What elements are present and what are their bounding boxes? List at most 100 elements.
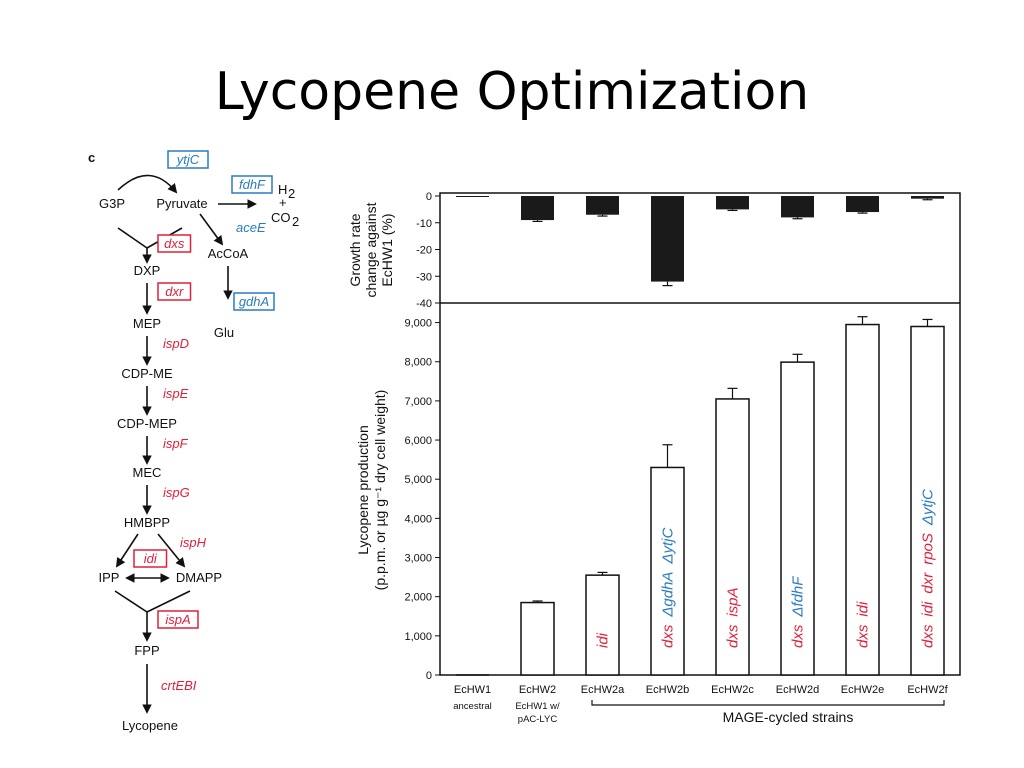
node-g3p: G3P xyxy=(99,196,125,211)
gene-ispe: ispE xyxy=(163,386,189,401)
node-cdp-mep: CDP-MEP xyxy=(117,416,177,431)
node-dmapp: DMAPP xyxy=(176,570,222,585)
gene-ispa: ispA xyxy=(165,612,190,627)
lycopene-bar xyxy=(845,323,880,676)
category-label: EcHW2d xyxy=(776,684,819,696)
lyco-ytick-label: 9,000 xyxy=(404,318,432,330)
lyco-ytick-label: 7,000 xyxy=(404,396,432,408)
growth-bar xyxy=(586,196,619,215)
lyco-ytick-label: 4,000 xyxy=(404,513,432,525)
lyco-ytick-label: 8,000 xyxy=(404,357,432,369)
bar-annotation: idi xyxy=(595,632,612,648)
category-sublabel: ancestral xyxy=(453,701,492,712)
growth-bar xyxy=(456,196,489,197)
growth-bar xyxy=(521,196,554,221)
lycopene-bar xyxy=(520,601,555,676)
growth-bar xyxy=(716,196,749,210)
category-label: EcHW2f xyxy=(907,684,948,696)
gene-gdha: gdhA xyxy=(239,294,269,309)
node-cdp-me: CDP-ME xyxy=(121,366,173,381)
node-ipp: IPP xyxy=(99,570,120,585)
gene-ytjc: ytjC xyxy=(176,152,200,167)
panel-label: c xyxy=(88,150,95,165)
bar-annotation: dxsididxrrpoSΔytjC xyxy=(920,489,937,648)
arrow-pyruvate-accoa xyxy=(199,213,224,246)
category-label: EcHW2a xyxy=(581,684,625,696)
lycopene-ylabel: Lycopene production(p.p.m. or µg g⁻¹ dry… xyxy=(355,390,388,591)
gene-dxs: dxs xyxy=(164,236,185,251)
lycopene-bar xyxy=(910,325,945,676)
category-label: EcHW2e xyxy=(841,684,884,696)
bar-annotation: dxsidi xyxy=(855,601,872,648)
lycopene-bar xyxy=(780,361,815,676)
growth-bar xyxy=(911,196,944,199)
lycopene-bar xyxy=(650,466,685,676)
gene-acee: aceE xyxy=(236,220,266,235)
gene-idi: idi xyxy=(144,551,158,566)
node-accoa: AcCoA xyxy=(208,246,249,261)
bar-annotation: dxsispA xyxy=(725,587,742,648)
node-mep: MEP xyxy=(133,316,161,331)
bar-annotation: dxsΔfdhF xyxy=(790,576,807,648)
category-label: EcHW1 xyxy=(454,684,491,696)
lyco-ytick-label: 6,000 xyxy=(404,435,432,447)
lyco-ytick-label: 0 xyxy=(426,670,432,682)
gene-crtebi: crtEBI xyxy=(161,678,197,693)
lyco-ytick-label: 5,000 xyxy=(404,474,432,486)
gene-ispd: ispD xyxy=(163,336,189,351)
slide-title: Lycopene Optimization xyxy=(214,62,810,122)
gene-fdhf: fdhF xyxy=(239,177,266,192)
bar-annotation: dxsΔgdhAΔytjC xyxy=(660,527,677,648)
gene-isph: ispH xyxy=(180,535,207,550)
plus-sign: + xyxy=(279,195,287,210)
growth-ytick-label: -20 xyxy=(416,245,432,257)
gene-ispg: ispG xyxy=(163,485,190,500)
growth-ytick-label: -10 xyxy=(416,218,432,230)
lyco-ytick-label: 1,000 xyxy=(404,631,432,643)
mage-bracket xyxy=(591,700,945,706)
lycopene-bar xyxy=(585,574,620,676)
growth-bar xyxy=(651,196,684,282)
node-pyruvate: Pyruvate xyxy=(156,196,207,211)
arrow-hmbpp-dmapp xyxy=(157,533,186,568)
growth-bar xyxy=(781,196,814,218)
gene-fdhf-box xyxy=(231,175,273,194)
category-label: EcHW2 xyxy=(519,684,556,696)
pathway-layer: G3P Pyruvate AcCoA Glu DXP MEP CDP-ME CDP-MEP ME… xyxy=(88,150,299,733)
node-co2-sub: 2 xyxy=(292,214,299,229)
node-h2-sub: 2 xyxy=(288,186,295,201)
arrow-g3p-pyruvate xyxy=(117,174,178,194)
mage-group-label: MAGE-cycled strains xyxy=(723,709,854,725)
growth-ylabel: Growth ratechange againstEcHW1 (%) xyxy=(347,202,395,297)
chart-layer: 0 -10 -20 -30 -40 Growth ratechange againstEc… xyxy=(347,191,961,725)
growth-ytick-label: 0 xyxy=(426,191,432,203)
gene-dxs-box xyxy=(157,234,192,253)
node-co2: CO xyxy=(271,210,291,225)
category-label: EcHW2c xyxy=(711,684,754,696)
lyco-ytick-label: 2,000 xyxy=(404,592,432,604)
growth-ytick-label: -30 xyxy=(416,271,432,283)
node-hmbpp: HMBPP xyxy=(124,515,170,530)
growth-ytick-label: -40 xyxy=(416,298,432,310)
category-sublabel2: pAC-LYC xyxy=(518,714,558,725)
line-ipp-merge xyxy=(114,590,148,613)
gene-idi-box xyxy=(133,549,168,568)
node-dxp: DXP xyxy=(134,263,161,278)
node-h2: H xyxy=(278,182,287,197)
arrow-hmbpp-ipp xyxy=(115,533,139,568)
gene-dxr: dxr xyxy=(165,284,184,299)
category-sublabel: EcHW1 w/ xyxy=(515,701,560,712)
lyco-ytick-label: 3,000 xyxy=(404,553,432,565)
gene-gdha-box xyxy=(233,292,275,311)
line-dmapp-merge xyxy=(146,590,191,613)
node-glu: Glu xyxy=(214,325,234,340)
growth-bar xyxy=(846,196,879,213)
chart-frame xyxy=(439,192,961,676)
gene-ispa-box xyxy=(157,610,199,629)
node-mec: MEC xyxy=(133,465,162,480)
gene-ytjc-box xyxy=(167,150,209,169)
category-label: EcHW2b xyxy=(646,684,689,696)
node-fpp: FPP xyxy=(134,643,159,658)
gene-dxr-box xyxy=(157,282,192,301)
